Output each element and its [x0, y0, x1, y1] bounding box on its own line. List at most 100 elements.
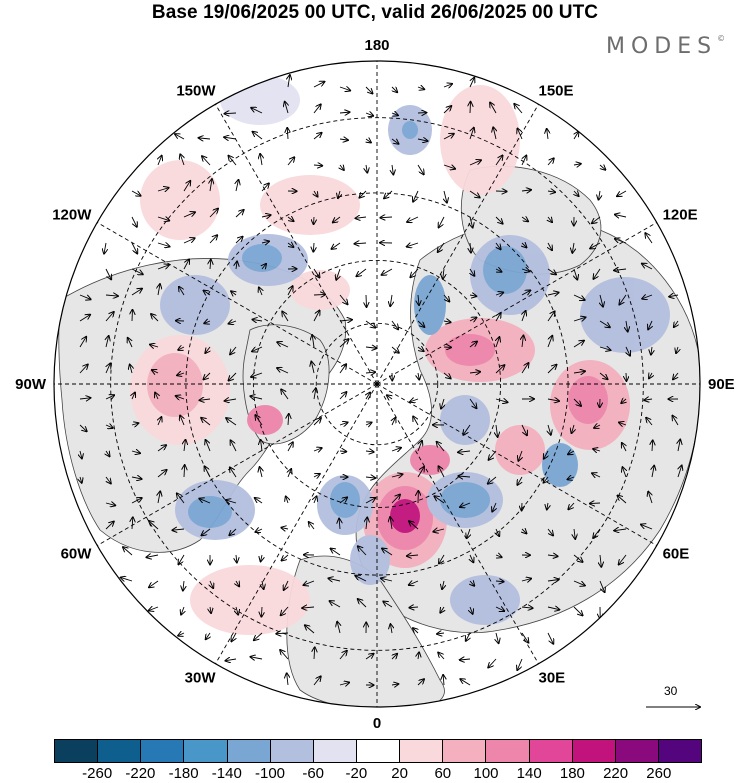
wind-vector — [339, 451, 346, 452]
wind-vector — [105, 312, 114, 322]
wind-vector — [407, 555, 419, 556]
anomaly-blob — [440, 482, 490, 518]
wind-vector — [157, 265, 169, 269]
wind-vector — [443, 372, 451, 378]
wind-vector — [417, 320, 424, 327]
wind-vector — [409, 607, 419, 608]
wind-vector — [470, 216, 473, 227]
wind-vector — [157, 243, 169, 246]
wind-vector — [644, 399, 653, 400]
colorbar-tick-label: -100 — [254, 765, 286, 782]
wind-vector — [146, 555, 159, 557]
wind-vector — [181, 606, 184, 615]
wind-vector — [339, 682, 349, 685]
wind-vector — [592, 473, 601, 477]
meridian-line — [376, 383, 539, 664]
wind-vector — [355, 576, 367, 582]
wind-vector — [547, 158, 554, 166]
wind-vector — [199, 138, 211, 139]
wind-vector — [439, 466, 445, 478]
wind-vector — [409, 521, 419, 530]
wind-vector — [574, 132, 578, 140]
wind-vector — [443, 294, 449, 301]
wind-vector — [496, 269, 501, 272]
wind-vector — [384, 190, 393, 198]
wind-vector — [651, 346, 652, 355]
wind-vector — [572, 242, 574, 253]
wind-vector — [518, 450, 522, 461]
wind-vector — [176, 396, 185, 399]
wind-vector — [547, 191, 555, 192]
wind-vector — [366, 164, 367, 173]
wind-vector — [183, 212, 195, 218]
wind-vector — [443, 84, 452, 87]
colorbar-tick-label: -220 — [125, 765, 156, 782]
wind-vector — [255, 498, 263, 504]
wind-vector — [337, 622, 340, 634]
wind-vector — [645, 233, 653, 244]
wind-vector — [131, 498, 142, 504]
wind-vector — [288, 75, 290, 88]
wind-vector — [333, 216, 341, 222]
wind-vector — [205, 346, 210, 353]
wind-vector — [302, 607, 315, 608]
wind-vector — [413, 190, 419, 202]
wind-vector — [339, 294, 347, 304]
wind-vector — [599, 372, 607, 379]
wind-vector — [496, 528, 499, 536]
wind-vector — [252, 346, 263, 351]
wind-vector — [80, 450, 82, 458]
wind-vector — [105, 503, 115, 505]
wind-vector — [328, 578, 341, 581]
colorbar-swatch — [486, 740, 530, 762]
wind-vector — [600, 165, 605, 170]
colorbar-tick-label: 20 — [391, 765, 408, 782]
wind-vector — [443, 675, 444, 686]
wind-vector — [231, 291, 236, 295]
anomaly-blob — [140, 160, 220, 240]
wind-vector — [383, 602, 393, 608]
wind-vector — [236, 262, 237, 270]
anomaly-blob — [450, 575, 520, 625]
wind-vector — [79, 337, 86, 348]
colorbar-swatch — [313, 740, 357, 762]
wind-vector — [228, 156, 237, 166]
wind-vector — [313, 268, 319, 278]
wind-vector — [517, 129, 523, 140]
wind-vector — [573, 606, 583, 615]
colorbar-swatch — [356, 740, 401, 762]
wind-vector — [359, 190, 367, 198]
wind-vector — [313, 418, 321, 426]
wind-vector — [226, 418, 237, 426]
wind-vector — [392, 418, 395, 426]
wind-vector — [599, 580, 605, 592]
wind-vector — [590, 242, 601, 248]
wind-vector — [417, 347, 424, 351]
wind-vector — [229, 528, 237, 535]
wind-vector — [339, 139, 348, 140]
wind-vector — [224, 113, 237, 114]
wind-vector — [470, 128, 474, 140]
wind-vector — [614, 529, 627, 531]
wind-vector — [418, 372, 419, 380]
wind-vector — [417, 467, 424, 478]
wind-vector — [305, 625, 315, 634]
colorbar-tick-label: -260 — [82, 765, 113, 782]
wind-vector — [356, 217, 367, 218]
anomaly-blob — [260, 175, 360, 235]
wind-vector — [183, 580, 184, 591]
wind-vector — [470, 606, 473, 614]
wind-vector — [152, 370, 159, 373]
wind-vector — [413, 416, 419, 426]
wind-vector — [522, 311, 526, 322]
wind-vector — [568, 451, 575, 454]
wind-vector — [548, 242, 552, 250]
longitude-label: 90W — [15, 376, 47, 393]
meridian-line — [376, 222, 657, 385]
wind-vector — [128, 338, 132, 348]
wind-vector — [313, 133, 322, 140]
wind-vector — [253, 132, 263, 140]
wind-vector — [79, 365, 88, 374]
wind-vector — [460, 679, 471, 686]
wind-vector — [235, 210, 244, 218]
